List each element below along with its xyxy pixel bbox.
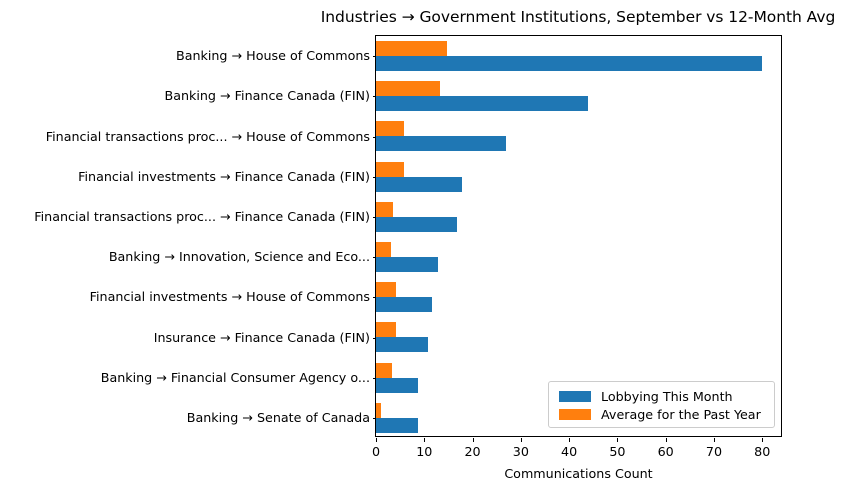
y-tick-label: Banking → Financial Consumer Agency o...	[100, 369, 370, 385]
bar-group	[376, 358, 781, 398]
x-tick-mark	[569, 438, 571, 442]
y-tick-label: Financial investments → Finance Canada (…	[78, 168, 370, 184]
y-tick-label: Financial transactions proc... → House o…	[45, 128, 370, 144]
bar-group	[376, 116, 781, 156]
y-tick-mark	[372, 216, 376, 218]
y-tick-label: Banking → House of Commons	[176, 48, 370, 64]
x-tick-mark	[376, 438, 378, 442]
bar-average-past-year	[376, 81, 441, 97]
legend-entry-lobbying-this-month: Lobbying This Month	[559, 388, 766, 405]
x-tick-label: 30	[512, 444, 529, 459]
legend-swatch-orange	[559, 409, 591, 420]
x-tick-mark	[424, 438, 426, 442]
bar-lobbying-this-month	[376, 56, 763, 72]
legend-label: Lobbying This Month	[601, 389, 733, 404]
y-tick-label: Banking → Senate of Canada	[186, 409, 370, 425]
bar-lobbying-this-month	[376, 377, 419, 393]
x-tick-label: 80	[754, 444, 771, 459]
bar-group	[376, 76, 781, 116]
bar-average-past-year	[376, 402, 382, 418]
x-tick-mark	[762, 438, 764, 442]
x-tick-label: 10	[416, 444, 433, 459]
bar-average-past-year	[376, 201, 393, 217]
x-tick-mark	[665, 438, 667, 442]
chart-title: Industries → Government Institutions, Se…	[320, 8, 836, 26]
plot-area: Banking → House of Commons Banking → Fina…	[34, 35, 782, 459]
x-tick-mark	[472, 438, 474, 442]
bar-lobbying-this-month	[376, 297, 433, 313]
bar-lobbying-this-month	[376, 417, 419, 433]
y-tick-label: Financial investments → House of Commons	[89, 289, 370, 305]
y-tick-mark	[372, 176, 376, 178]
y-tick-mark	[372, 297, 376, 299]
x-tick-label: 40	[561, 444, 578, 459]
bar-group	[376, 157, 781, 197]
y-tick-mark	[372, 56, 376, 58]
x-tick-label: 0	[371, 444, 381, 459]
bar-average-past-year	[376, 322, 396, 338]
legend-entry-average-past-year: Average for the Past Year	[559, 406, 766, 423]
bar-average-past-year	[376, 362, 392, 378]
bar-lobbying-this-month	[376, 176, 462, 192]
x-tick-mark	[713, 438, 716, 442]
y-tick-mark	[372, 417, 376, 419]
bar-group	[376, 277, 781, 317]
x-tick-mark	[520, 438, 522, 442]
y-tick-mark	[372, 377, 376, 379]
y-tick-label: Financial transactions proc... → Finance…	[34, 208, 370, 224]
bar-lobbying-this-month	[376, 136, 507, 152]
x-tick-label: 70	[705, 444, 723, 459]
bar-group	[376, 398, 781, 438]
y-tick-mark	[372, 257, 376, 259]
x-tick-label: 50	[609, 444, 626, 459]
bar-lobbying-this-month	[376, 337, 429, 353]
bar-lobbying-this-month	[376, 257, 438, 273]
x-tick-label: 20	[464, 444, 481, 459]
y-tick-label: Banking → Finance Canada (FIN)	[164, 88, 371, 104]
y-tick-label: Insurance → Finance Canada (FIN)	[153, 329, 370, 345]
y-tick-mark	[372, 96, 376, 98]
chart-legend: Lobbying This Month Average for the Past…	[548, 381, 775, 428]
bar-group	[376, 317, 781, 357]
bar-lobbying-this-month	[376, 96, 589, 112]
bar-average-past-year	[376, 282, 396, 298]
bar-average-past-year	[376, 121, 404, 137]
bar-group	[376, 237, 781, 277]
bar-average-past-year	[376, 41, 447, 57]
legend-label: Average for the Past Year	[601, 407, 761, 422]
x-tick-label: 60	[657, 444, 674, 459]
y-tick-mark	[372, 136, 376, 138]
bar-lobbying-this-month	[376, 216, 458, 232]
legend-swatch-blue	[559, 391, 591, 402]
bar-average-past-year	[376, 161, 404, 177]
bar-group	[376, 197, 781, 237]
y-tick-mark	[372, 337, 376, 339]
x-axis-label: Communications Count	[504, 466, 653, 481]
y-tick-label: Banking → Innovation, Science and Eco...	[108, 249, 370, 265]
bar-group	[376, 36, 781, 76]
bar-average-past-year	[376, 242, 391, 258]
x-tick-mark	[617, 438, 619, 442]
